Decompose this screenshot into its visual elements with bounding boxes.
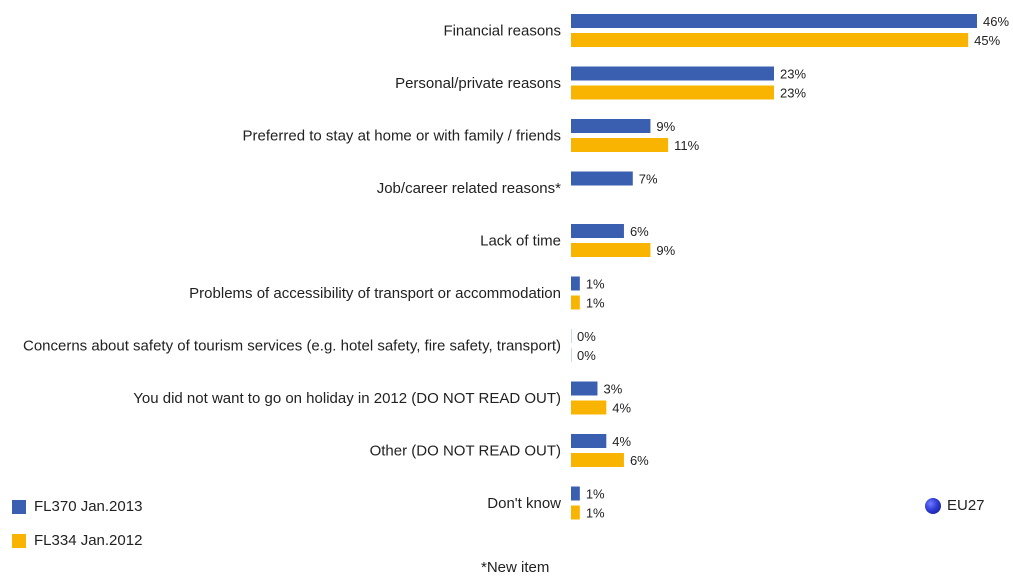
bar-value-label: 45% [974, 33, 1000, 48]
bar-value-label: 1% [586, 277, 605, 292]
bar-value-label: 4% [612, 434, 631, 449]
bar-value-label: 23% [780, 86, 806, 101]
bar [571, 486, 580, 501]
bar [571, 295, 580, 310]
bar-value-label: 9% [656, 243, 675, 258]
bar [571, 138, 669, 152]
category-label: Concerns about safety of tourism service… [23, 338, 561, 355]
bar [571, 434, 607, 448]
category-label: Personal/private reasons [395, 75, 561, 92]
bar [571, 348, 572, 362]
footnote: *New item [481, 559, 550, 576]
bar [571, 400, 607, 415]
bar [571, 381, 598, 396]
bar [571, 119, 651, 133]
bar-value-label: 0% [577, 329, 596, 344]
bar-value-label: 1% [586, 506, 605, 521]
legend-item-2013: FL370 Jan.2013 [12, 498, 142, 515]
category-label: Problems of accessibility of transport o… [189, 285, 561, 302]
bar [571, 329, 572, 343]
category-label: Don't know [487, 495, 561, 512]
bar-value-label: 1% [586, 487, 605, 502]
eu27-label: EU27 [947, 497, 985, 514]
bar [571, 224, 624, 238]
category-label: Other (DO NOT READ OUT) [370, 443, 561, 460]
category-label: Financial reasons [443, 23, 561, 40]
category-label: You did not want to go on holiday in 201… [133, 390, 561, 407]
legend-swatch-2012 [12, 533, 26, 548]
legend-swatch-2013 [12, 499, 26, 514]
bar [571, 453, 624, 467]
bar-value-label: 4% [612, 401, 631, 416]
bar [571, 33, 969, 47]
bar [571, 505, 580, 520]
bar-value-label: 1% [586, 296, 605, 311]
legend-label-2012: FL334 Jan.2012 [34, 532, 143, 549]
bar-value-label: 6% [630, 453, 649, 468]
legend-label-2013: FL370 Jan.2013 [34, 498, 143, 515]
bar-value-label: 7% [639, 172, 658, 187]
bar-value-label: 11% [674, 138, 699, 153]
bar-value-label: 9% [656, 119, 675, 134]
eu-globe-icon [925, 497, 941, 514]
legend-item-2012: FL334 Jan.2012 [12, 532, 142, 549]
bar-value-label: 23% [780, 67, 806, 82]
bar [571, 171, 633, 186]
bar [571, 243, 651, 257]
bar [571, 66, 774, 81]
category-label: Lack of time [480, 233, 561, 250]
bar [571, 85, 774, 100]
bar-value-label: 3% [603, 382, 622, 397]
bar [571, 276, 580, 291]
bar-value-label: 0% [577, 348, 596, 363]
eu27-badge: EU27 [925, 497, 985, 514]
category-label: Job/career related reasons* [377, 180, 561, 197]
bar-value-label: 6% [630, 224, 649, 239]
category-label: Preferred to stay at home or with family… [243, 128, 561, 145]
bar-value-label: 46% [983, 14, 1009, 29]
bar [571, 14, 977, 28]
